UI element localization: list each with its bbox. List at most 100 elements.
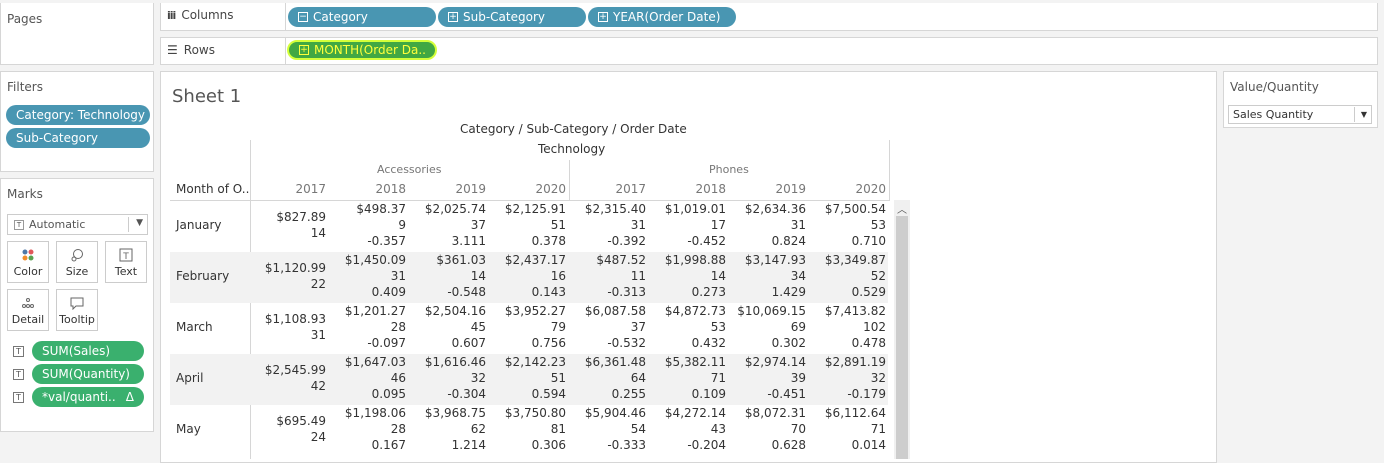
filter-pill-category[interactable]: Category: Technology: [6, 105, 150, 125]
table-cell-value[interactable]: $5,382.11: [664, 355, 726, 369]
table-cell-value[interactable]: $3,952.27: [504, 304, 566, 318]
table-cell-value[interactable]: $361.03: [436, 253, 486, 267]
table-cell-value[interactable]: $2,504.16: [424, 304, 486, 318]
row-label-month[interactable]: May: [176, 422, 201, 436]
table-cell-value[interactable]: 71: [870, 422, 886, 436]
table-cell-value[interactable]: $2,974.14: [744, 355, 806, 369]
table-cell-value[interactable]: $3,147.93: [744, 253, 806, 267]
table-cell-value[interactable]: 51: [550, 218, 566, 232]
table-cell-value[interactable]: -0.451: [767, 387, 806, 401]
table-cell-value[interactable]: 28: [390, 320, 406, 334]
table-cell-value[interactable]: 102: [863, 320, 886, 334]
marks-tooltip-card[interactable]: Tooltip: [56, 289, 98, 331]
table-cell-value[interactable]: $1,019.01: [664, 202, 726, 216]
table-cell-value[interactable]: 32: [870, 371, 886, 385]
table-cell-value[interactable]: 0.409: [371, 285, 406, 299]
marks-field-quantity[interactable]: T SUM(Quantity): [13, 364, 144, 384]
marks-field-val-quantity[interactable]: T *val/quanti.. Δ: [13, 387, 144, 407]
table-cell-value[interactable]: 0.255: [611, 387, 646, 401]
table-cell-value[interactable]: 1.429: [771, 285, 806, 299]
table-cell-value[interactable]: $487.52: [596, 253, 646, 267]
table-cell-value[interactable]: 0.095: [371, 387, 406, 401]
column-pill-sub-category[interactable]: + Sub-Category: [438, 7, 586, 27]
table-cell-value[interactable]: 46: [390, 371, 406, 385]
filters-panel[interactable]: Filters Category: Technology Sub-Categor…: [0, 71, 154, 172]
table-cell-value[interactable]: 69: [790, 320, 806, 334]
table-cell-value[interactable]: $1,120.99: [264, 261, 326, 275]
table-cell-value[interactable]: $4,872.73: [664, 304, 726, 318]
marks-color-card[interactable]: Color: [7, 241, 49, 283]
table-cell-value[interactable]: 14: [710, 269, 726, 283]
table-cell-value[interactable]: $1,616.46: [424, 355, 486, 369]
row-label-month[interactable]: January: [176, 218, 222, 232]
table-cell-value[interactable]: 0.628: [771, 438, 806, 452]
table-cell-value[interactable]: 14: [310, 226, 326, 240]
table-cell-value[interactable]: $3,349.87: [824, 253, 886, 267]
table-cell-value[interactable]: 45: [470, 320, 486, 334]
table-cell-value[interactable]: 37: [470, 218, 486, 232]
table-cell-value[interactable]: $2,025.74: [424, 202, 486, 216]
vertical-scrollbar[interactable]: ︿: [894, 200, 910, 459]
table-cell-value[interactable]: 0.478: [851, 336, 886, 350]
table-cell-value[interactable]: -0.313: [607, 285, 646, 299]
table-cell-value[interactable]: -0.357: [367, 234, 406, 248]
table-cell-value[interactable]: 31: [790, 218, 806, 232]
year-header[interactable]: 2017: [615, 182, 646, 196]
table-cell-value[interactable]: 28: [390, 422, 406, 436]
year-header[interactable]: 2018: [695, 182, 726, 196]
table-cell-value[interactable]: $2,634.36: [744, 202, 806, 216]
marks-panel[interactable]: Marks T Automatic ▼ Color Size T Text De…: [0, 178, 154, 432]
table-cell-value[interactable]: -0.204: [687, 438, 726, 452]
table-cell-value[interactable]: 1.214: [451, 438, 486, 452]
table-cell-value[interactable]: 16: [550, 269, 566, 283]
table-cell-value[interactable]: 32: [470, 371, 486, 385]
table-cell-value[interactable]: $1,998.88: [664, 253, 726, 267]
row-label-month[interactable]: March: [176, 320, 213, 334]
table-cell-value[interactable]: $2,125.91: [504, 202, 566, 216]
table-cell-value[interactable]: 42: [310, 379, 326, 393]
table-cell-value[interactable]: $2,891.19: [824, 355, 886, 369]
chevron-up-icon[interactable]: ︿: [897, 205, 907, 216]
table-cell-value[interactable]: $1,201.27: [344, 304, 406, 318]
table-cell-value[interactable]: 53: [710, 320, 726, 334]
table-cell-value[interactable]: -0.532: [607, 336, 646, 350]
table-cell-value[interactable]: $1,647.03: [344, 355, 406, 369]
table-cell-value[interactable]: 53: [870, 218, 886, 232]
table-cell-value[interactable]: -0.304: [447, 387, 486, 401]
table-cell-value[interactable]: 22: [310, 277, 326, 291]
marks-field-sales[interactable]: T SUM(Sales): [13, 341, 144, 361]
table-cell-value[interactable]: $1,108.93: [264, 312, 326, 326]
table-cell-value[interactable]: $695.49: [276, 414, 326, 428]
table-cell-value[interactable]: 81: [550, 422, 566, 436]
table-cell-value[interactable]: $10,069.15: [737, 304, 806, 318]
marks-detail-card[interactable]: Detail: [7, 289, 49, 331]
column-pill-year[interactable]: + YEAR(Order Date): [588, 7, 736, 27]
table-cell-value[interactable]: 0.432: [691, 336, 726, 350]
table-cell-value[interactable]: 37: [630, 320, 646, 334]
year-header[interactable]: 2020: [535, 182, 566, 196]
table-cell-value[interactable]: -0.333: [607, 438, 646, 452]
filter-pill-sub-category[interactable]: Sub-Category: [6, 128, 150, 148]
mark-type-dropdown[interactable]: T Automatic ▼: [7, 214, 148, 235]
table-cell-value[interactable]: 0.109: [691, 387, 726, 401]
table-cell-value[interactable]: 31: [630, 218, 646, 232]
table-cell-value[interactable]: $3,750.80: [504, 406, 566, 420]
table-cell-value[interactable]: 0.529: [851, 285, 886, 299]
table-cell-value[interactable]: $7,413.82: [824, 304, 886, 318]
table-cell-value[interactable]: $827.89: [276, 210, 326, 224]
table-cell-value[interactable]: $1,450.09: [344, 253, 406, 267]
table-cell-value[interactable]: 0.378: [531, 234, 566, 248]
table-cell-value[interactable]: $7,500.54: [824, 202, 886, 216]
table-cell-value[interactable]: $5,904.46: [584, 406, 646, 420]
table-cell-value[interactable]: 0.756: [531, 336, 566, 350]
table-cell-value[interactable]: 79: [550, 320, 566, 334]
parameter-dropdown[interactable]: Sales Quantity ▼: [1228, 105, 1372, 124]
table-cell-value[interactable]: 0.167: [371, 438, 406, 452]
table-cell-value[interactable]: 3.111: [451, 234, 486, 248]
table-cell-value[interactable]: 31: [310, 328, 326, 342]
table-cell-value[interactable]: 9: [398, 218, 406, 232]
row-pill-month[interactable]: + MONTH(Order Da..: [287, 40, 437, 60]
table-cell-value[interactable]: 31: [390, 269, 406, 283]
table-cell-value[interactable]: $2,142.23: [504, 355, 566, 369]
table-cell-value[interactable]: 64: [630, 371, 646, 385]
